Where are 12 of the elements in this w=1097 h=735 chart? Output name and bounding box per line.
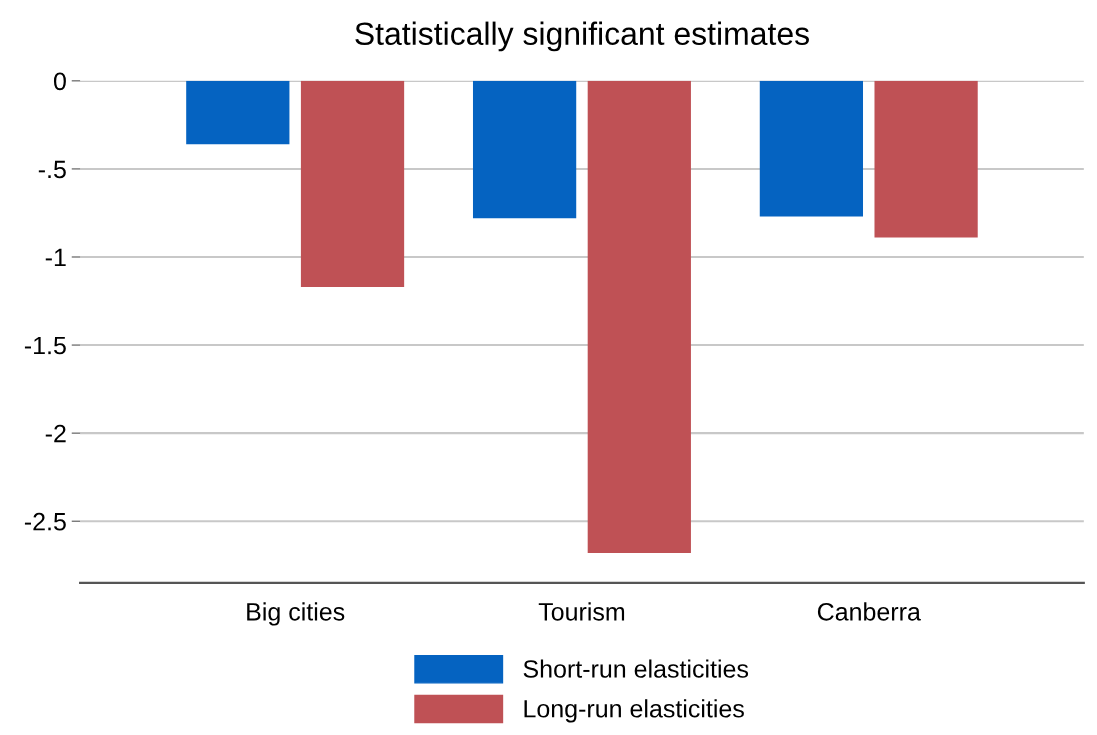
y-tick-label: -1 [45,248,66,267]
x-tick-label: Big cities [247,602,345,626]
legend-label: Long-run elasticities [524,699,744,723]
y-tick-label: -1.5 [24,336,66,355]
y-tick-label: -.5 [38,160,66,179]
y-tick-label: 0 [53,72,66,91]
x-tick-label: Canberra [817,602,921,621]
y-tick-label: -2.5 [24,512,66,531]
x-tick-label: Tourism [538,602,625,621]
chart-title: Statistically significant estimates [355,21,809,52]
legend-label: Short-run elasticities [523,659,749,678]
y-tick-label: -2 [45,424,66,443]
